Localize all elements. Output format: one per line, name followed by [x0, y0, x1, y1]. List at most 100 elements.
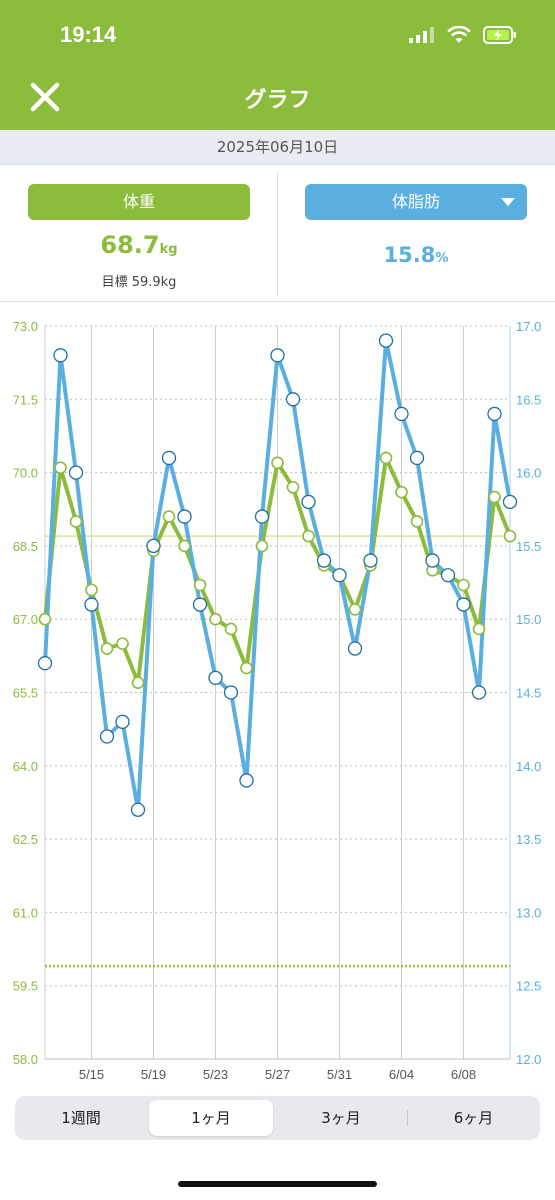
- page-title: グラフ: [244, 88, 311, 113]
- y-left-tick-label: 59.5: [13, 979, 38, 994]
- period-1month[interactable]: 1ヶ月: [149, 1100, 273, 1136]
- fat-point: [192, 597, 208, 612]
- weight-point: [85, 583, 98, 597]
- fat-point: [363, 553, 378, 568]
- weight-number: 68.7: [100, 231, 160, 259]
- fat-point: [177, 509, 192, 524]
- y-right-tick-label: 12.0: [516, 1052, 541, 1067]
- y-right-tick-label: 13.0: [516, 905, 541, 920]
- y-left-tick-label: 68.5: [13, 539, 38, 554]
- fat-unit: %: [435, 251, 449, 266]
- weight-point: [100, 642, 114, 655]
- y-left-tick-label: 71.5: [13, 392, 38, 407]
- fat-point: [270, 348, 285, 363]
- y-right-tick-label: 14.0: [516, 759, 541, 774]
- fat-point: [53, 348, 68, 363]
- x-tick-label: 6/08: [451, 1067, 476, 1082]
- weight-point: [193, 578, 207, 592]
- fat-point: [84, 597, 99, 612]
- weight-point: [178, 539, 191, 553]
- x-tick-label: 5/19: [141, 1067, 166, 1082]
- fat-point: [37, 656, 53, 671]
- weight-fat-chart: 73.0 71.5 70.0 68.5 67.0 65.5 64.0 62.5 61.0 59.5…: [0, 302, 555, 1092]
- weight-point: [255, 539, 269, 553]
- weight-point: [302, 529, 315, 543]
- x-tick-label: 5/31: [327, 1067, 352, 1082]
- goal-weight: 目標 59.9kg: [101, 275, 177, 290]
- fat-point: [316, 553, 332, 568]
- chevron-down-icon: [501, 198, 515, 206]
- weight-point: [503, 529, 517, 543]
- y-left-tick-label: 73.0: [13, 319, 38, 334]
- weight-point: [224, 622, 238, 636]
- fat-point: [471, 685, 487, 700]
- y-left-tick-label: 67.0: [13, 612, 38, 627]
- fat-point: [425, 553, 440, 568]
- period-6months[interactable]: 6ヶ月: [453, 1109, 494, 1127]
- home-indicator: [178, 1181, 377, 1187]
- weight-point: [271, 456, 284, 470]
- fat-point: [130, 802, 146, 817]
- weight-tab-button[interactable]: 体重: [28, 184, 250, 220]
- weight-point: [240, 661, 253, 675]
- fat-point: [347, 641, 363, 656]
- segment-divider: [407, 1110, 408, 1126]
- fat-point: [68, 465, 84, 480]
- weight-point: [69, 515, 83, 528]
- wifi-icon: [447, 26, 471, 43]
- y-left-tick-label: 61.0: [13, 905, 38, 920]
- weight-point: [348, 603, 362, 616]
- fat-point: [239, 773, 254, 788]
- fat-point: [301, 494, 316, 510]
- period-selector: 1週間 1ヶ月 3ヶ月 6ヶ月: [15, 1096, 540, 1140]
- fat-value: 15.8%: [305, 243, 527, 267]
- weight-point: [488, 490, 501, 504]
- chart-svg: 73.0 71.5 70.0 68.5 67.0 65.5 64.0 62.5 61.0 59.5…: [13, 319, 542, 1082]
- signal-icon: [409, 27, 434, 43]
- fat-point: [409, 450, 425, 466]
- fat-point: [223, 685, 239, 700]
- fat-point: [502, 494, 518, 510]
- status-icons: [409, 26, 517, 44]
- weight-unit: kg: [159, 242, 178, 257]
- y-right-tick-label: 16.0: [516, 466, 541, 481]
- weight-point: [131, 676, 145, 690]
- period-1week[interactable]: 1週間: [61, 1109, 101, 1127]
- weight-value: 68.7kg: [28, 231, 250, 259]
- fat-point: [99, 729, 115, 744]
- fat-point: [285, 392, 301, 407]
- y-left-tick-label: 65.5: [13, 686, 38, 701]
- x-tick-label: 5/23: [203, 1067, 228, 1082]
- weight-point: [54, 461, 67, 475]
- fat-point: [115, 714, 130, 729]
- fat-point: [394, 406, 409, 422]
- close-icon: [30, 82, 60, 112]
- fat-number: 15.8: [383, 243, 436, 267]
- x-tick-label: 5/15: [79, 1067, 104, 1082]
- y-right-tick-label: 14.5: [516, 686, 541, 701]
- date-label: 2025年06月10日: [0, 130, 555, 165]
- x-tick-label: 5/27: [265, 1067, 290, 1082]
- weight-point: [209, 612, 222, 626]
- fat-point: [456, 597, 471, 612]
- y-right-tick-label: 17.0: [516, 319, 541, 334]
- fat-point: [332, 568, 347, 583]
- close-button[interactable]: [28, 80, 62, 114]
- weight-point: [395, 485, 408, 499]
- fat-point: [440, 568, 456, 583]
- weight-point: [472, 622, 486, 636]
- status-time: 19:14: [60, 22, 117, 47]
- fat-point: [146, 538, 161, 554]
- y-right-tick-label: 15.5: [516, 539, 541, 554]
- weight-point: [162, 510, 176, 523]
- weight-point: [379, 451, 393, 465]
- fat-point: [487, 406, 502, 422]
- y-right-tick-label: 13.5: [516, 832, 541, 847]
- fat-point: [161, 450, 177, 466]
- period-3months[interactable]: 3ヶ月: [321, 1109, 361, 1127]
- fat-dropdown-button[interactable]: 体脂肪: [305, 184, 527, 220]
- y-left-tick-label: 70.0: [13, 466, 38, 481]
- y-left-tick-label: 58.0: [13, 1052, 38, 1067]
- fat-label: 体脂肪: [391, 192, 440, 211]
- weight-point: [286, 480, 300, 494]
